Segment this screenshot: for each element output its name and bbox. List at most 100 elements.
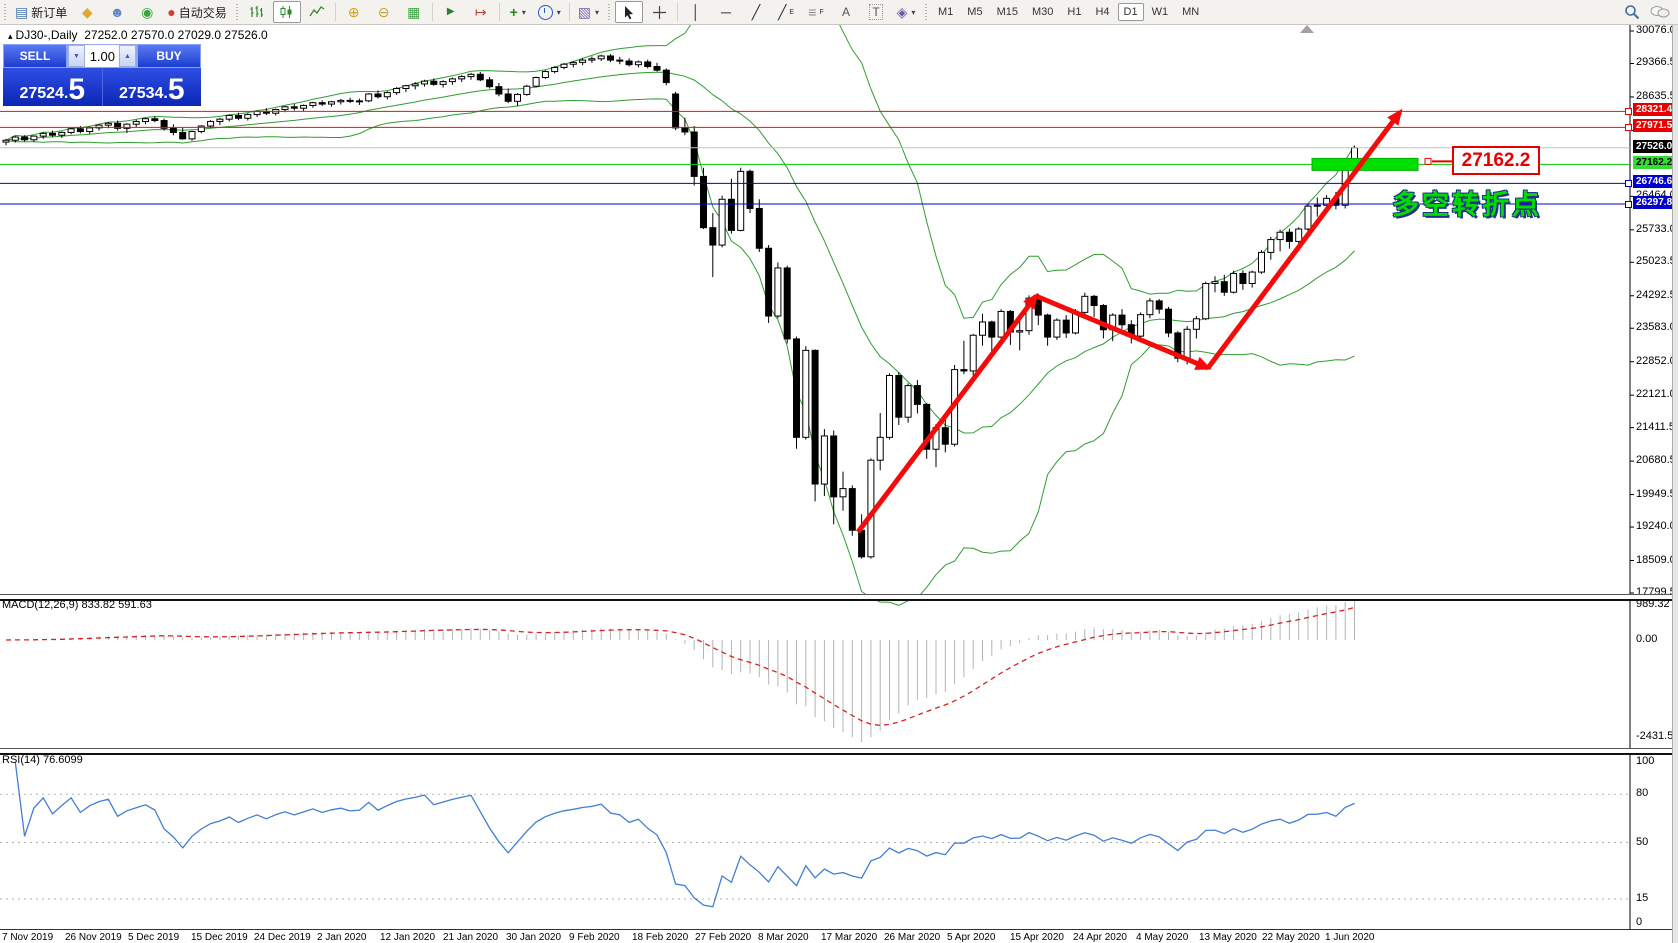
one-click-toggle-icon[interactable]: ▴ [8,31,13,41]
ask-price-main: 27534. [118,85,168,102]
timeframe-m5[interactable]: M5 [967,6,983,18]
tile-windows-icon: ▦ [407,4,421,20]
turning-point-annotation[interactable]: 多空转折点 [1392,190,1542,220]
arrows-tool-button[interactable]: ◈ ▾ [892,1,920,23]
auto-trade-icon: ● [167,4,176,20]
trendline-button[interactable]: ╱ [742,1,770,23]
bar-chart-icon [250,6,264,17]
timeframe-d1[interactable]: D1 [1117,3,1144,21]
time-axis-label: 22 May 2020 [1262,932,1320,943]
time-axis-label: 17 Mar 2020 [821,932,878,943]
volume-down-button[interactable]: ▼ [68,45,85,67]
timeframe-m1[interactable]: M1 [938,6,954,18]
ingot-button[interactable]: ◆ [73,1,101,23]
tile-windows-button[interactable]: ▦ [400,1,428,23]
price-axis-tick: 30076.0 [1636,24,1676,36]
profile-button[interactable]: ☻ [103,1,131,23]
price-axis-tick: 22852.0 [1636,354,1676,367]
chart-shift-button[interactable]: ↦ [467,1,495,23]
horizontal-line-button[interactable]: ─ [712,1,740,23]
arrows-tool-icon: ◈ [896,4,908,20]
buy-button[interactable]: BUY [137,44,201,68]
cursor-icon [625,5,633,19]
crosshair-icon [652,5,666,19]
time-axis-label: 15 Apr 2020 [1010,932,1064,943]
ohlc-readout: 27252.0 27570.0 27029.0 27526.0 [84,28,268,42]
line-anchor-marker [1625,124,1632,132]
timeframe-h4[interactable]: H4 [1095,6,1110,18]
price-level-callout[interactable]: 27162.2 [1452,146,1540,175]
bid-price-main: 27524. [19,85,69,102]
sell-button[interactable]: SELL [3,44,67,68]
community-chat-icon[interactable] [1650,5,1670,20]
cursor-button[interactable] [615,1,643,23]
bid-price: 27524. 5 [3,68,103,106]
trendline-icon: ╱ [751,4,761,20]
crosshair-button[interactable] [645,1,673,23]
ingot-icon: ◆ [81,4,93,20]
timeframe-w1[interactable]: W1 [1151,6,1169,18]
candlestick-chart-icon [280,6,292,18]
search-icon[interactable] [1624,4,1640,20]
vertical-line-button[interactable]: │ [682,1,710,23]
new-chart-button[interactable]: + ▾ [504,1,532,23]
line-anchor-marker [1625,108,1632,116]
rsi-axis-15: 15 [1636,891,1649,904]
fibonacci-button[interactable]: ≡ F [802,1,830,23]
timeframe-h1[interactable]: H1 [1067,6,1082,18]
main-macd-separator[interactable] [0,594,1678,601]
toolbar-separator [677,3,678,21]
time-axis-label: 8 Mar 2020 [758,932,809,943]
auto-trade-label: 自动交易 [178,5,227,20]
equidistant-channel-button[interactable]: ╱ E [772,1,800,23]
price-axis-tick: 25023.5 [1636,255,1676,268]
dropdown-arrow-icon: ▾ [556,7,561,17]
toolbar-drag-handle[interactable] [233,4,240,20]
volume-up-button[interactable]: ▲ [119,45,136,67]
volume-input[interactable]: 1.00 [89,48,115,64]
toolbar-drag-handle[interactable] [2,4,8,20]
ask-price: 27534. 5 [102,68,201,106]
time-axis-label: 5 Apr 2020 [947,932,996,943]
rsi-axis-50: 50 [1636,835,1649,848]
zoom-out-icon: ⊖ [377,4,390,20]
new-order-button[interactable]: ▤ 新订单 [11,1,71,23]
toolbar: ▤ 新订单 ◆ ☻ ◉ ● 自动交易 ⊕ ⊖ [0,0,1678,25]
new-chart-icon: + [509,4,518,20]
toolbar-separator [431,3,433,21]
bar-chart-button[interactable] [243,1,271,23]
rsi-axis-0: 0 [1636,916,1643,928]
periods-button[interactable]: ▾ [534,1,565,23]
zoom-in-button[interactable]: ⊕ [340,1,368,23]
macd-indicator-label: MACD(12,26,9) 833.82 591.63 [2,599,152,611]
price-tag-27971.5: 27971.5 [1633,119,1676,133]
signal-button[interactable]: ◉ [133,1,161,23]
toolbar-drag-handle[interactable] [606,4,612,20]
toolbar-separator [498,3,500,21]
new-order-label: 新订单 [31,5,68,20]
symbol-period-label: DJ30-,Daily [15,28,78,42]
auto-scroll-button[interactable]: ▶ [437,1,465,23]
price-axis-tick: 20680.5 [1636,454,1676,467]
toolbar-drag-handle[interactable] [923,4,929,20]
text-tool-button[interactable]: A [832,1,860,23]
zoom-out-button[interactable]: ⊖ [370,1,398,23]
time-axis-label: 2 Jan 2020 [317,932,367,943]
price-axis-tick: 23583.0 [1636,321,1676,334]
timeframe-mn[interactable]: MN [1182,6,1200,18]
line-chart-button[interactable] [303,1,331,23]
auto-trade-button[interactable]: ● 自动交易 [163,1,230,23]
text-label-button[interactable]: T [862,1,890,23]
macd-rsi-separator[interactable] [0,748,1678,755]
timeframe-m30[interactable]: M30 [1031,6,1054,18]
price-axis-tick: 18509.0 [1636,553,1676,566]
one-click-trading-panel: SELL ▼ 1.00 ▲ BUY 27524. 5 27534. 5 [3,44,201,106]
candlestick-chart-button[interactable] [272,1,301,23]
price-axis-tick: 19240.0 [1636,520,1676,533]
price-axis-tick: 28635.5 [1636,89,1676,102]
timeframe-m15[interactable]: M15 [996,6,1018,18]
line-anchor-marker [1625,200,1632,208]
templates-button[interactable]: ▧ ▾ [574,1,603,23]
